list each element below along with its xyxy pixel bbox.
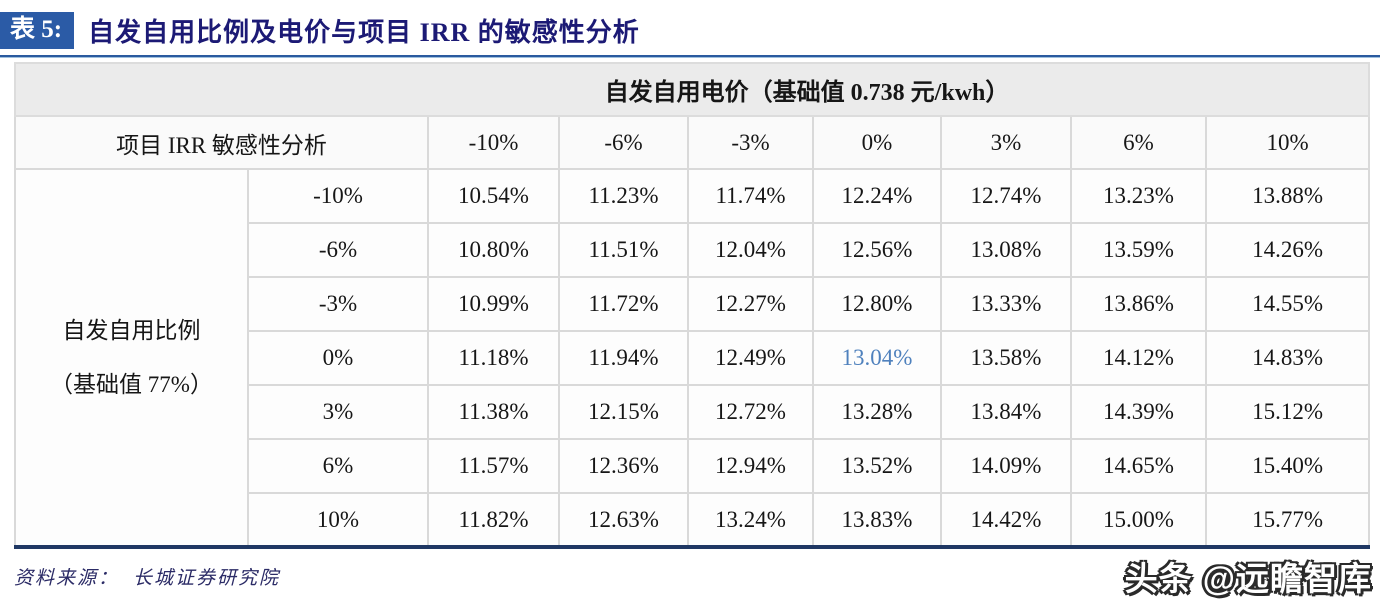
irr-value-cell: 13.52% bbox=[812, 438, 942, 494]
irr-value-cell: 12.74% bbox=[940, 168, 1072, 224]
irr-value-cell: 11.72% bbox=[558, 276, 689, 332]
irr-value-cell: 13.86% bbox=[1070, 276, 1207, 332]
table-row: 10% 11.82% 12.63% 13.24% 13.83% 14.42% 15.00% 1… bbox=[15, 492, 1371, 548]
irr-value-cell: 12.15% bbox=[558, 384, 689, 440]
irr-value-cell: 12.49% bbox=[687, 330, 814, 386]
sensitivity-table: 自发自用电价（基础值 0.738 元/kwh） 项目 IRR 敏感性分析 -10… bbox=[13, 62, 1371, 549]
irr-value-cell: 13.59% bbox=[1070, 222, 1207, 278]
irr-value-cell: 13.83% bbox=[812, 492, 942, 548]
col-header-6%: 6% bbox=[1070, 115, 1207, 170]
source-label: 资料来源： bbox=[14, 568, 120, 589]
irr-value-cell: 11.94% bbox=[558, 330, 689, 386]
row-label--3%: -3% bbox=[247, 276, 429, 332]
figure-title: 自发自用比例及电价与项目 IRR 的敏感性分析 bbox=[88, 17, 640, 47]
irr-value-cell: 13.88% bbox=[1204, 168, 1371, 224]
table-row: -3% 10.99% 11.72% 12.27% 12.80% 13.33% 13.86% 1… bbox=[15, 276, 1371, 332]
irr-value-cell: 11.38% bbox=[427, 384, 560, 440]
irr-value-cell: 14.12% bbox=[1070, 330, 1207, 386]
irr-value-cell: 14.09% bbox=[940, 438, 1072, 494]
irr-value-cell: 11.74% bbox=[687, 168, 814, 224]
table-row: 0% 11.18% 11.94% 12.49% 13.04% 13.58% 14.12% 14… bbox=[15, 330, 1371, 386]
col-header-0%: 0% bbox=[812, 115, 942, 170]
row-label-0%: 0% bbox=[247, 330, 429, 386]
irr-value-cell: 10.99% bbox=[427, 276, 560, 332]
irr-value-cell: 13.84% bbox=[940, 384, 1072, 440]
col-header--10%: -10% bbox=[427, 115, 560, 170]
row-label--6%: -6% bbox=[247, 222, 429, 278]
irr-value-cell: 10.54% bbox=[427, 168, 560, 224]
toutiao-watermark: 头条 @远瞻智库 bbox=[1124, 560, 1372, 597]
figure-titlebar: 表 5: 自发自用比例及电价与项目 IRR 的敏感性分析 bbox=[0, 8, 1380, 52]
irr-value-cell: 11.57% bbox=[427, 438, 560, 494]
col-header-3%: 3% bbox=[940, 115, 1072, 170]
irr-value-cell: 14.83% bbox=[1204, 330, 1371, 386]
irr-value-cell: 11.82% bbox=[427, 492, 560, 548]
row-label--10%: -10% bbox=[247, 168, 429, 224]
irr-value-cell: 13.28% bbox=[812, 384, 942, 440]
table-row: -6% 10.80% 11.51% 12.04% 12.56% 13.08% 13.59% 1… bbox=[15, 222, 1371, 278]
row-group-label-line1: 自发自用比例 bbox=[62, 317, 201, 343]
irr-value-cell: 14.65% bbox=[1070, 438, 1207, 494]
col-header--6%: -6% bbox=[558, 115, 689, 170]
irr-value-cell: 13.23% bbox=[1070, 168, 1207, 224]
price-header-row: 自发自用电价（基础值 0.738 元/kwh） bbox=[13, 62, 1371, 117]
irr-value-cell: 11.18% bbox=[427, 330, 560, 386]
irr-value-cell: 14.55% bbox=[1204, 276, 1371, 332]
row-label-10%: 10% bbox=[247, 492, 429, 548]
irr-value-cell: 14.39% bbox=[1070, 384, 1207, 440]
irr-value-cell: 12.80% bbox=[812, 276, 942, 332]
row-group-label-line2: （基础值 77%） bbox=[50, 371, 213, 397]
column-header-row: 项目 IRR 敏感性分析 -10% -6% -3% 0% 3% 6% 10% bbox=[14, 115, 1371, 170]
irr-value-cell: 13.33% bbox=[940, 276, 1072, 332]
table-body: 自发自用比例 （基础值 77%） -10% 10.54% 11.23% 11.74% 12.… bbox=[14, 168, 1371, 548]
price-header-cell: 自发自用电价（基础值 0.738 元/kwh） bbox=[13, 62, 1371, 117]
title-divider-rule bbox=[0, 55, 1380, 58]
irr-value-cell: 10.80% bbox=[427, 222, 560, 278]
irr-value-cell: 12.27% bbox=[687, 276, 814, 332]
irr-value-cell: 11.23% bbox=[558, 168, 689, 224]
corner-header-cell: 项目 IRR 敏感性分析 bbox=[14, 115, 429, 170]
irr-value-cell: 12.72% bbox=[687, 384, 814, 440]
col-header-10%: 10% bbox=[1204, 115, 1371, 170]
irr-value-cell: 12.94% bbox=[687, 438, 814, 494]
irr-value-cell: 15.77% bbox=[1204, 492, 1371, 548]
row-label-3%: 3% bbox=[247, 384, 429, 440]
irr-value-cell: 13.58% bbox=[940, 330, 1072, 386]
irr-value-cell: 15.12% bbox=[1204, 384, 1371, 440]
irr-value-cell: 11.51% bbox=[558, 222, 689, 278]
irr-value-cell: 12.56% bbox=[812, 222, 942, 278]
irr-value-cell: 12.24% bbox=[812, 168, 942, 224]
irr-value-cell: 14.26% bbox=[1204, 222, 1371, 278]
irr-value-cell: 13.04% bbox=[812, 330, 942, 386]
table-row: 6% 11.57% 12.36% 12.94% 13.52% 14.09% 14.65% 15… bbox=[15, 438, 1371, 494]
col-header--3%: -3% bbox=[687, 115, 814, 170]
irr-value-cell: 13.08% bbox=[940, 222, 1072, 278]
irr-value-cell: 14.42% bbox=[940, 492, 1072, 548]
source-line: 资料来源： 长城证券研究院 bbox=[14, 563, 280, 590]
row-group-label: 自发自用比例 （基础值 77%） bbox=[14, 168, 249, 548]
source-text: 长城证券研究院 bbox=[133, 568, 281, 589]
row-label-6%: 6% bbox=[247, 438, 429, 494]
table-number-badge: 表 5: bbox=[0, 11, 75, 49]
irr-value-cell: 15.40% bbox=[1204, 438, 1371, 494]
irr-value-cell: 12.63% bbox=[558, 492, 689, 548]
irr-value-cell: 13.24% bbox=[687, 492, 814, 548]
table-row: 3% 11.38% 12.15% 12.72% 13.28% 13.84% 14.39% 15… bbox=[15, 384, 1371, 440]
irr-value-cell: 12.04% bbox=[687, 222, 814, 278]
irr-value-cell: 12.36% bbox=[558, 438, 689, 494]
table-row: 自发自用比例 （基础值 77%） -10% 10.54% 11.23% 11.74% 12.… bbox=[14, 168, 1371, 548]
irr-value-cell: 15.00% bbox=[1070, 492, 1207, 548]
